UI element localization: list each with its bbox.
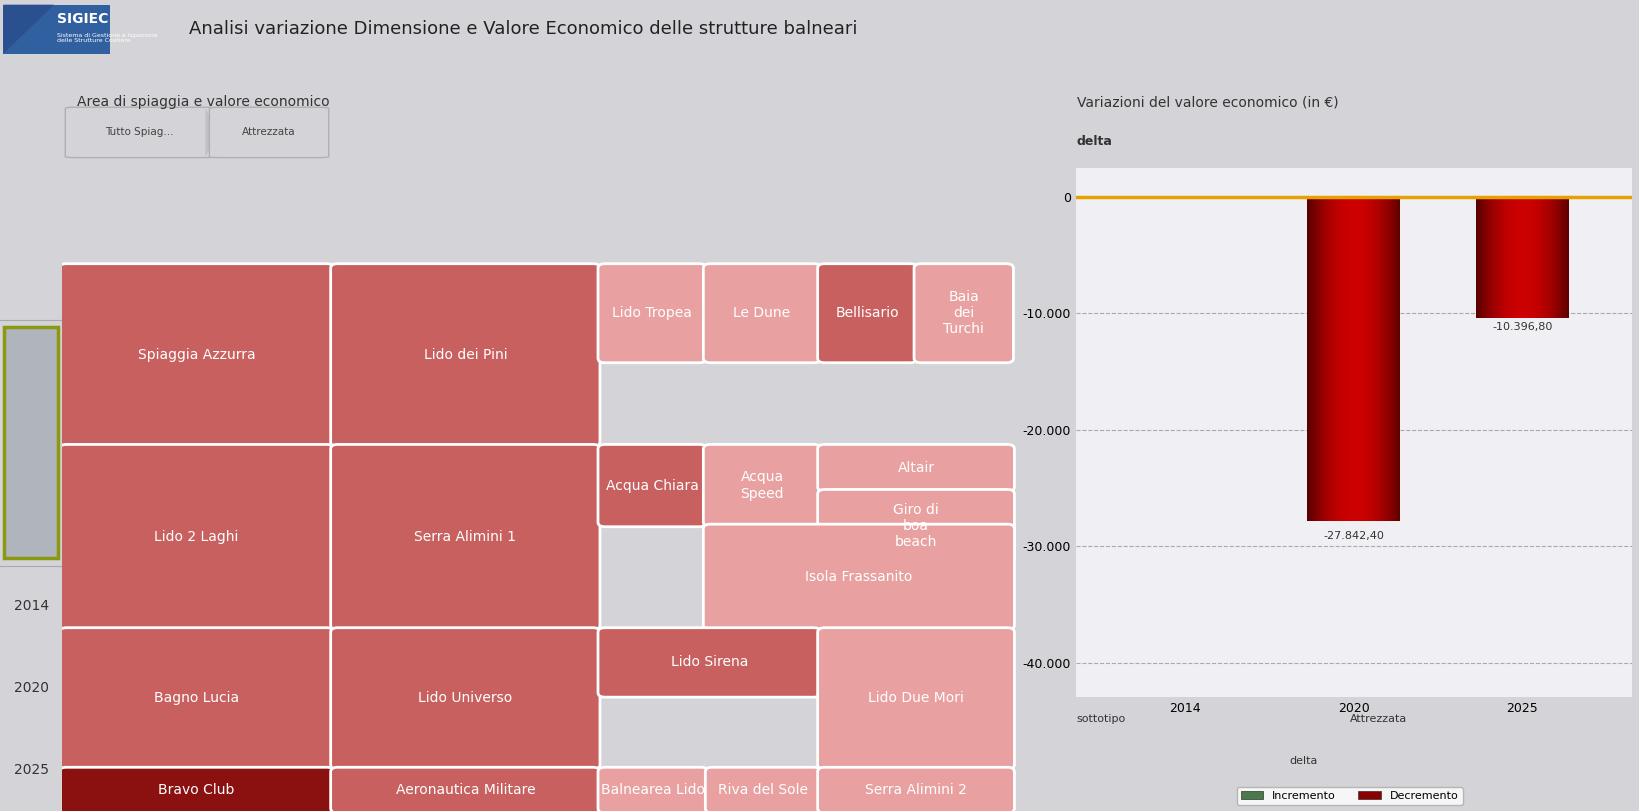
- FancyBboxPatch shape: [598, 264, 706, 363]
- Bar: [716, 775, 818, 811]
- Polygon shape: [205, 108, 218, 157]
- Bar: [715, 531, 1011, 628]
- FancyBboxPatch shape: [818, 628, 1015, 769]
- Bar: [70, 775, 331, 811]
- Text: Baia
dei
Turchi: Baia dei Turchi: [942, 290, 983, 337]
- FancyBboxPatch shape: [703, 524, 1015, 629]
- FancyBboxPatch shape: [3, 5, 110, 54]
- Text: Lido Sirena: Lido Sirena: [670, 655, 747, 669]
- FancyBboxPatch shape: [59, 767, 333, 811]
- Text: 2014: 2014: [13, 599, 49, 613]
- Text: Serra Alimini 1: Serra Alimini 1: [415, 530, 516, 544]
- Text: Bravo Club: Bravo Club: [159, 783, 234, 797]
- FancyBboxPatch shape: [818, 264, 916, 363]
- Text: sottotipo: sottotipo: [1077, 714, 1126, 723]
- Bar: [70, 635, 331, 767]
- Text: Altair: Altair: [897, 461, 934, 475]
- Text: Lido Universo: Lido Universo: [418, 692, 511, 706]
- FancyBboxPatch shape: [331, 628, 600, 769]
- FancyBboxPatch shape: [59, 628, 333, 769]
- FancyBboxPatch shape: [331, 444, 600, 629]
- Text: Lido 2 Laghi: Lido 2 Laghi: [154, 530, 239, 544]
- Text: Balnearea Lido: Balnearea Lido: [602, 783, 705, 797]
- Bar: [341, 635, 597, 767]
- Text: Variazioni del valore economico (in €): Variazioni del valore economico (in €): [1077, 95, 1337, 109]
- Bar: [828, 452, 1011, 489]
- Text: Lido dei Pini: Lido dei Pini: [423, 348, 506, 362]
- FancyBboxPatch shape: [598, 767, 708, 811]
- Legend: Incremento, Decremento: Incremento, Decremento: [1236, 787, 1462, 805]
- Bar: [341, 775, 597, 811]
- Text: Spiaggia Azzurra: Spiaggia Azzurra: [138, 348, 256, 362]
- Text: Analisi variazione Dimensione e Valore Economico delle strutture balneari: Analisi variazione Dimensione e Valore E…: [188, 20, 857, 38]
- Text: Attrezzata: Attrezzata: [243, 127, 295, 137]
- FancyBboxPatch shape: [703, 264, 820, 363]
- Text: Tutto Spiag...: Tutto Spiag...: [105, 127, 174, 137]
- Text: Bellisario: Bellisario: [834, 307, 898, 320]
- Text: delta: delta: [1288, 756, 1316, 766]
- Bar: [608, 775, 705, 811]
- Text: delta: delta: [1077, 135, 1111, 148]
- Text: Acqua
Speed: Acqua Speed: [739, 470, 783, 500]
- FancyBboxPatch shape: [331, 264, 600, 446]
- Text: Serra Alimini 2: Serra Alimini 2: [864, 783, 967, 797]
- Bar: [341, 271, 597, 444]
- FancyBboxPatch shape: [59, 444, 333, 629]
- Text: Giro di
boa
beach: Giro di boa beach: [893, 503, 939, 549]
- FancyBboxPatch shape: [598, 628, 820, 697]
- Text: Acqua Chiara: Acqua Chiara: [605, 478, 698, 492]
- Bar: [341, 452, 597, 628]
- FancyBboxPatch shape: [705, 767, 820, 811]
- Text: Area di spiaggia e valore economico: Area di spiaggia e valore economico: [77, 95, 329, 109]
- FancyBboxPatch shape: [66, 107, 215, 157]
- FancyBboxPatch shape: [818, 767, 1015, 811]
- Bar: [608, 452, 703, 525]
- FancyBboxPatch shape: [818, 489, 1015, 562]
- Text: Attrezzata: Attrezzata: [1349, 714, 1406, 723]
- Text: Riva del Sole: Riva del Sole: [718, 783, 808, 797]
- Bar: [608, 635, 818, 695]
- Bar: [828, 271, 913, 361]
- Text: Le Dune: Le Dune: [733, 307, 790, 320]
- FancyBboxPatch shape: [5, 328, 57, 558]
- Text: Aeronautica Militare: Aeronautica Militare: [395, 783, 534, 797]
- Bar: [828, 496, 1011, 560]
- Bar: [70, 271, 331, 444]
- Text: 2025: 2025: [13, 763, 49, 777]
- Text: Lido Tropea: Lido Tropea: [611, 307, 692, 320]
- Text: Lido Due Mori: Lido Due Mori: [867, 692, 964, 706]
- Bar: [70, 452, 331, 628]
- Text: 2020: 2020: [13, 681, 49, 695]
- Bar: [828, 775, 1011, 811]
- Text: Isola Frassanito: Isola Frassanito: [805, 570, 911, 584]
- FancyBboxPatch shape: [331, 767, 600, 811]
- Text: Sistema di Gestione e Ispezione
delle Strutture Costiere: Sistema di Gestione e Ispezione delle St…: [57, 32, 157, 43]
- Text: Bagno Lucia: Bagno Lucia: [154, 692, 239, 706]
- Bar: [608, 271, 703, 361]
- Polygon shape: [3, 5, 54, 54]
- FancyBboxPatch shape: [598, 444, 706, 526]
- Text: SIGIEC: SIGIEC: [57, 11, 108, 26]
- Text: -10.396,80: -10.396,80: [1491, 322, 1552, 332]
- FancyBboxPatch shape: [913, 264, 1013, 363]
- Bar: [715, 452, 818, 525]
- FancyBboxPatch shape: [210, 107, 328, 157]
- FancyBboxPatch shape: [703, 444, 820, 526]
- Bar: [828, 635, 1011, 767]
- FancyBboxPatch shape: [59, 264, 333, 446]
- FancyBboxPatch shape: [818, 444, 1015, 491]
- Text: -27.842,40: -27.842,40: [1323, 530, 1383, 541]
- Bar: [715, 271, 818, 361]
- Bar: [924, 271, 1010, 361]
